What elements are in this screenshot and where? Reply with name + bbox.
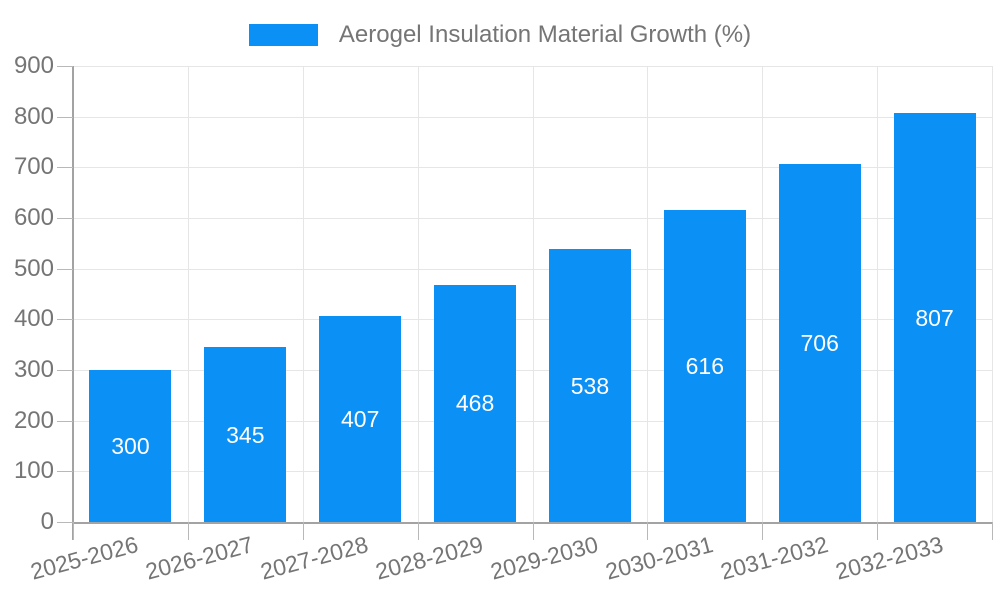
- bar-value-label: 345: [226, 421, 265, 448]
- bar[interactable]: [89, 370, 172, 522]
- y-tick: [57, 420, 73, 422]
- y-tick-label: 700: [13, 153, 54, 181]
- bar[interactable]: [434, 284, 517, 522]
- bar-value-label: 538: [570, 372, 610, 399]
- legend-swatch: [248, 24, 318, 46]
- x-tick: [992, 522, 993, 540]
- v-gridline: [992, 66, 993, 522]
- bar-value-label: 300: [111, 433, 150, 459]
- y-tick: [57, 218, 73, 219]
- x-tick: [73, 522, 74, 540]
- bar[interactable]: [778, 164, 861, 522]
- y-tick-label: 300: [13, 356, 54, 383]
- y-tick: [57, 522, 73, 523]
- bar[interactable]: [319, 315, 402, 522]
- y-tick: [57, 319, 73, 321]
- v-gridline: [877, 66, 879, 522]
- x-tick: [532, 522, 534, 540]
- y-tick: [57, 471, 73, 473]
- bar[interactable]: [663, 209, 746, 522]
- x-tick: [647, 522, 649, 540]
- bar-value-label: 616: [685, 352, 724, 379]
- legend-label: Aerogel Insulation Material Growth (%): [338, 21, 752, 48]
- y-tick-label: 0: [40, 508, 54, 535]
- y-tick-label: 900: [13, 52, 54, 79]
- legend[interactable]: Aerogel Insulation Material Growth (%): [0, 21, 1000, 49]
- y-tick-label: 600: [13, 204, 54, 231]
- x-tick: [417, 522, 419, 540]
- y-tick-label: 100: [13, 457, 54, 485]
- bar-value-label: 407: [341, 405, 380, 432]
- bar[interactable]: [204, 347, 287, 522]
- y-tick: [57, 66, 73, 67]
- y-tick: [57, 116, 73, 118]
- y-tick: [57, 167, 73, 169]
- v-gridline: [302, 66, 304, 522]
- x-tick: [302, 522, 304, 540]
- v-gridline: [762, 66, 764, 522]
- y-tick-label: 400: [13, 305, 54, 333]
- v-gridline: [532, 66, 534, 522]
- v-gridline: [647, 66, 649, 522]
- bar[interactable]: [548, 249, 631, 522]
- y-axis-line: [72, 66, 74, 540]
- y-tick: [57, 370, 73, 371]
- v-gridline: [417, 66, 419, 522]
- bar[interactable]: [893, 113, 976, 522]
- x-tick: [187, 522, 189, 540]
- x-tick: [877, 522, 879, 540]
- bar-value-label: 807: [915, 304, 954, 331]
- y-tick-label: 200: [13, 406, 54, 434]
- x-axis-line: [72, 522, 992, 524]
- bar-value-label: 468: [455, 390, 495, 417]
- x-tick: [762, 522, 764, 540]
- v-gridline: [187, 66, 189, 522]
- bar-value-label: 706: [800, 330, 839, 357]
- y-tick-label: 800: [13, 102, 54, 130]
- y-tick-label: 500: [13, 254, 54, 282]
- y-tick: [57, 268, 73, 270]
